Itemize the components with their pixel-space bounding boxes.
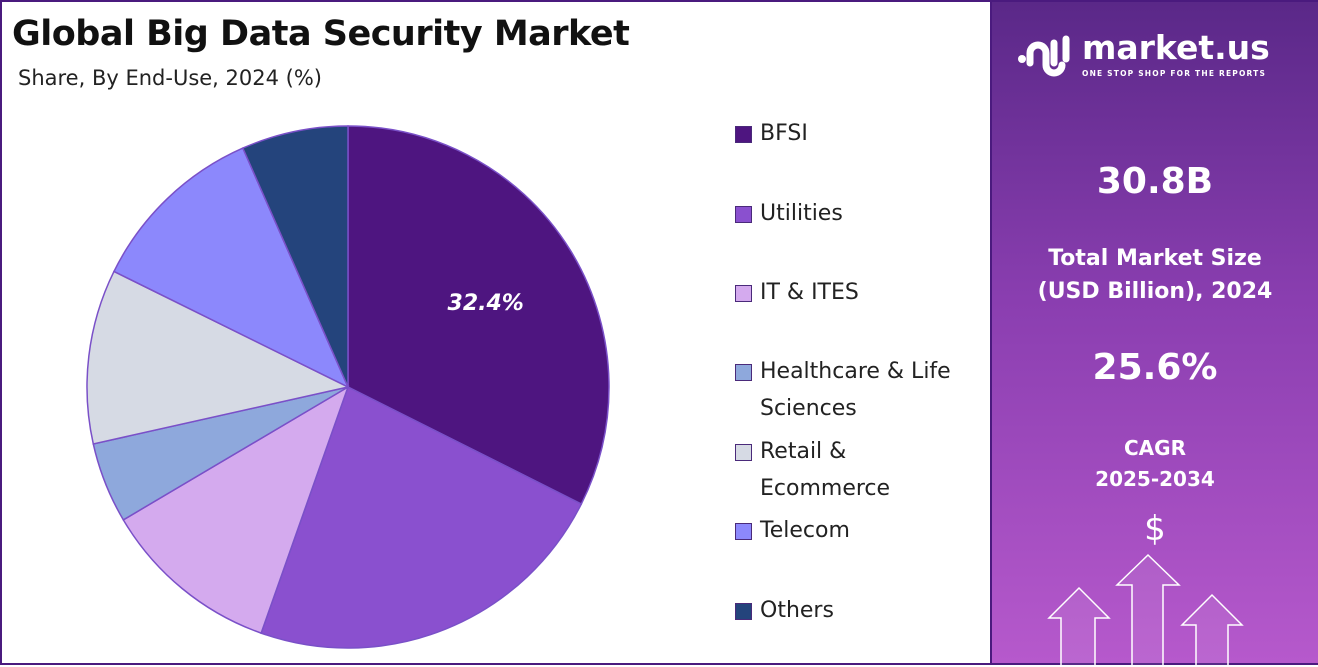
legend-swatch <box>735 126 752 143</box>
legend-label: Utilities <box>760 195 843 232</box>
cagr-period: 2025-2034 <box>1095 467 1215 491</box>
legend-item: Utilities <box>735 195 843 232</box>
legend-label: Retail & Ecommerce <box>760 433 890 507</box>
pie-slice-others <box>241 125 349 388</box>
legend-label-line: IT & ITES <box>760 280 859 305</box>
legend-item: Others <box>735 592 834 629</box>
market-us-logo-icon <box>1018 35 1070 77</box>
legend-swatch <box>735 364 752 381</box>
legend-label-line: Retail & <box>760 439 847 464</box>
pie-chart: 32.4% <box>86 125 610 649</box>
pie-slice-it-ites <box>122 385 350 635</box>
legend-label: BFSI <box>760 115 808 152</box>
chart-title: Global Big Data Security Market <box>12 14 630 54</box>
legend-item: BFSI <box>735 115 808 152</box>
legend-swatch <box>735 603 752 620</box>
legend-swatch <box>735 285 752 302</box>
summary-panel: market.us ONE STOP SHOP FOR THE REPORTS … <box>990 2 1318 667</box>
brand-logo: market.us ONE STOP SHOP FOR THE REPORTS <box>1016 28 1270 80</box>
legend-swatch <box>735 444 752 461</box>
brand-tagline: ONE STOP SHOP FOR THE REPORTS <box>1082 69 1267 78</box>
legend-label-line: Ecommerce <box>760 476 891 501</box>
legend-label: Others <box>760 592 834 629</box>
brand-name: market.us <box>1082 28 1270 67</box>
legend-label-line: Healthcare & Life <box>760 359 951 384</box>
legend-swatch <box>735 523 752 540</box>
cagr-value: 25.6% <box>1092 347 1218 388</box>
cagr-label: CAGR <box>1124 436 1186 460</box>
legend-item: IT & ITES <box>735 274 859 311</box>
market-size-label-2: (USD Billion), 2024 <box>1037 279 1273 304</box>
pie-slice-utilities <box>260 385 583 649</box>
legend-label: IT & ITES <box>760 274 859 311</box>
legend-label-line: Others <box>760 598 834 623</box>
market-size-value: 30.8B <box>1096 161 1214 202</box>
legend-item: Healthcare & Life Sciences <box>735 353 951 427</box>
growth-arrows-icon <box>1047 553 1244 667</box>
data-label: 32.4% <box>448 291 524 316</box>
legend-label-line: Utilities <box>760 201 843 226</box>
legend-item: Retail & Ecommerce <box>735 433 890 507</box>
legend-label-line: Sciences <box>760 396 857 421</box>
legend-label-line: BFSI <box>760 121 808 146</box>
market-size-label: Total Market Size <box>1048 246 1262 271</box>
legend-label: Telecom <box>760 512 850 549</box>
legend-label-line: Telecom <box>760 518 850 543</box>
pie-slice-retail-ecommerce <box>86 270 351 445</box>
legend-swatch <box>735 206 752 223</box>
chart-subtitle: Share, By End-Use, 2024 (%) <box>18 66 322 90</box>
legend-label: Healthcare & Life Sciences <box>760 353 951 427</box>
pie-slice-telecom <box>112 147 350 389</box>
legend-item: Telecom <box>735 512 850 549</box>
dollar-icon: $ <box>1144 509 1166 549</box>
pie-slice-bfsi <box>347 125 610 506</box>
